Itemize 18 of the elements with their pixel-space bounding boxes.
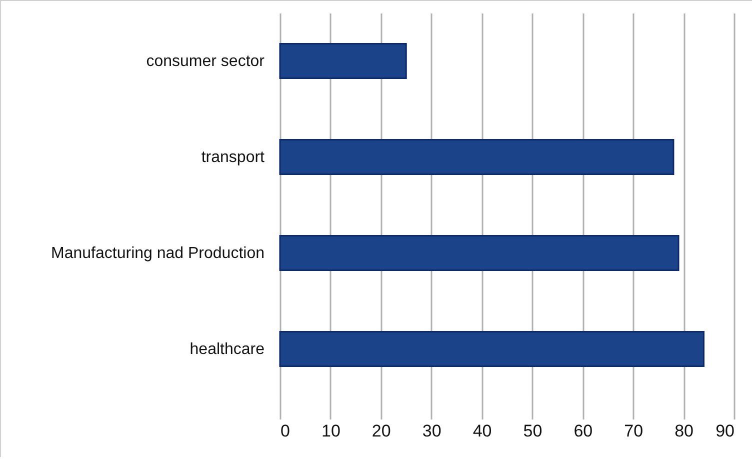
y-tick-label: healthcare bbox=[190, 341, 265, 358]
y-tick-label: consumer sector bbox=[146, 53, 266, 70]
bar bbox=[279, 138, 674, 176]
x-tick-label: 50 bbox=[523, 422, 542, 440]
bar bbox=[279, 42, 407, 80]
x-tick-label: 80 bbox=[674, 422, 694, 440]
x-tick-label: 40 bbox=[472, 422, 492, 440]
bar bbox=[279, 234, 680, 272]
x-tick-label: 60 bbox=[574, 422, 593, 440]
y-tick-label: Manufacturing nad Production bbox=[51, 245, 264, 262]
y-tick-label: transport bbox=[201, 149, 266, 166]
x-tick-label: 70 bbox=[624, 422, 644, 440]
x-tick-label: 20 bbox=[372, 422, 391, 440]
x-tick-label: 90 bbox=[716, 422, 734, 440]
x-tick-label: 30 bbox=[422, 422, 442, 440]
bar bbox=[279, 330, 704, 368]
x-tick-label: 0 bbox=[280, 422, 290, 440]
x-tick-label: 10 bbox=[321, 422, 340, 440]
